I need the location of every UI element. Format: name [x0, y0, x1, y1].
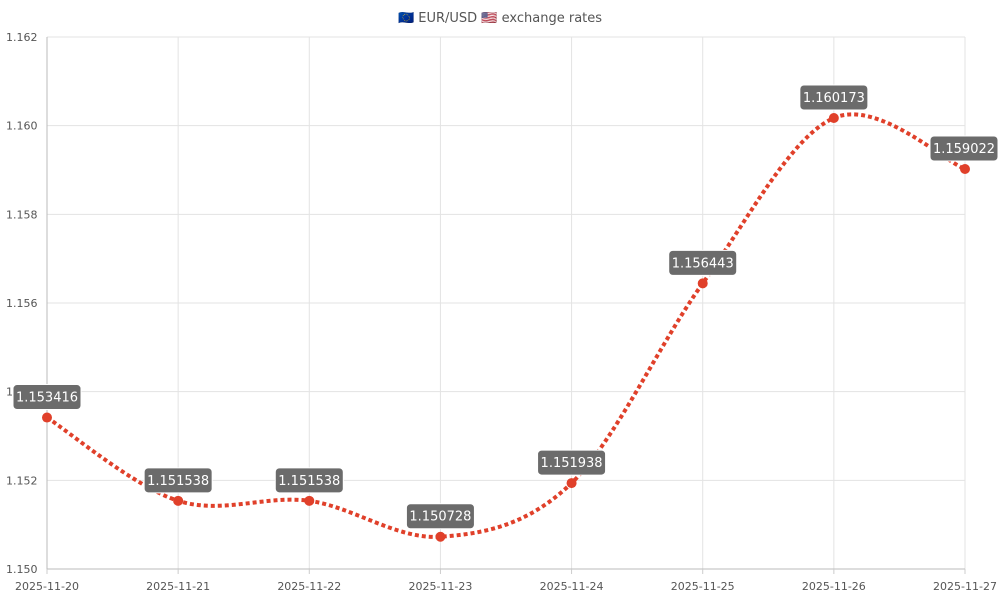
data-point[interactable]: [566, 478, 577, 489]
data-label-text: 1.151538: [147, 474, 209, 489]
data-label-text: 1.150728: [409, 510, 471, 525]
data-label: 1.150728: [405, 503, 475, 530]
x-tick-label: 2025-11-25: [671, 580, 735, 593]
data-label-box: [929, 135, 999, 162]
data-label: 1.153416: [12, 384, 82, 411]
data-label: 1.159022: [929, 135, 999, 162]
data-label-box: [143, 467, 213, 494]
data-label-box: [12, 384, 82, 411]
x-tick-label: 2025-11-23: [408, 580, 472, 593]
chart-grid: [46, 36, 966, 570]
data-point[interactable]: [304, 495, 315, 506]
series-layer: [45, 112, 966, 539]
x-tick-label: 2025-11-26: [802, 580, 866, 593]
data-label-text: 1.156443: [672, 256, 734, 271]
data-label-box: [537, 449, 607, 476]
y-tick-label: 1.160: [6, 120, 38, 133]
data-label-box: [799, 84, 869, 111]
data-label-box: [405, 503, 475, 530]
data-label-box: [668, 249, 738, 276]
data-label-text: 1.151538: [278, 474, 340, 489]
data-point[interactable]: [173, 495, 184, 506]
y-tick-label: 1.152: [6, 474, 38, 487]
data-point[interactable]: [435, 531, 446, 542]
data-label: 1.151938: [537, 449, 607, 476]
data-label-text: 1.153416: [16, 391, 78, 406]
data-label: 1.160173: [799, 84, 869, 111]
chart-axes: [46, 37, 965, 570]
x-tick-label: 2025-11-21: [146, 580, 210, 593]
x-tick-label: 2025-11-20: [15, 580, 79, 593]
data-label-box: [274, 467, 344, 494]
points-layer: [42, 112, 970, 542]
chart-title: 🇪🇺 EUR/USD 🇺🇸 exchange rates: [398, 11, 602, 26]
data-point[interactable]: [697, 278, 708, 289]
data-point[interactable]: [42, 412, 52, 423]
x-axis-ticks: 2025-11-20 2025-11-21 2025-11-22 2025-11-23…: [15, 569, 997, 593]
x-tick-label: 2025-11-22: [277, 580, 341, 593]
data-label: 1.151538: [143, 467, 213, 494]
data-label: 1.151538: [274, 467, 344, 494]
y-tick-label: 1.158: [6, 208, 38, 221]
data-labels-layer: 1.153416 1.151538 1.151538 1.150728 1.151938…: [12, 84, 999, 530]
data-point[interactable]: [828, 112, 839, 123]
data-label: 1.156443: [668, 249, 738, 276]
y-tick-label: 1.162: [6, 31, 38, 44]
data-point[interactable]: [960, 164, 970, 175]
data-label-text: 1.159022: [933, 142, 995, 157]
data-label-text: 1.151938: [541, 456, 603, 471]
data-label-text: 1.160173: [803, 91, 865, 106]
x-tick-label: 2025-11-24: [540, 580, 604, 593]
series-line: [45, 112, 966, 539]
y-tick-label: 1.156: [6, 297, 38, 310]
x-tick-label: 2025-11-27: [933, 580, 997, 593]
y-tick-label: 1.150: [6, 563, 38, 576]
